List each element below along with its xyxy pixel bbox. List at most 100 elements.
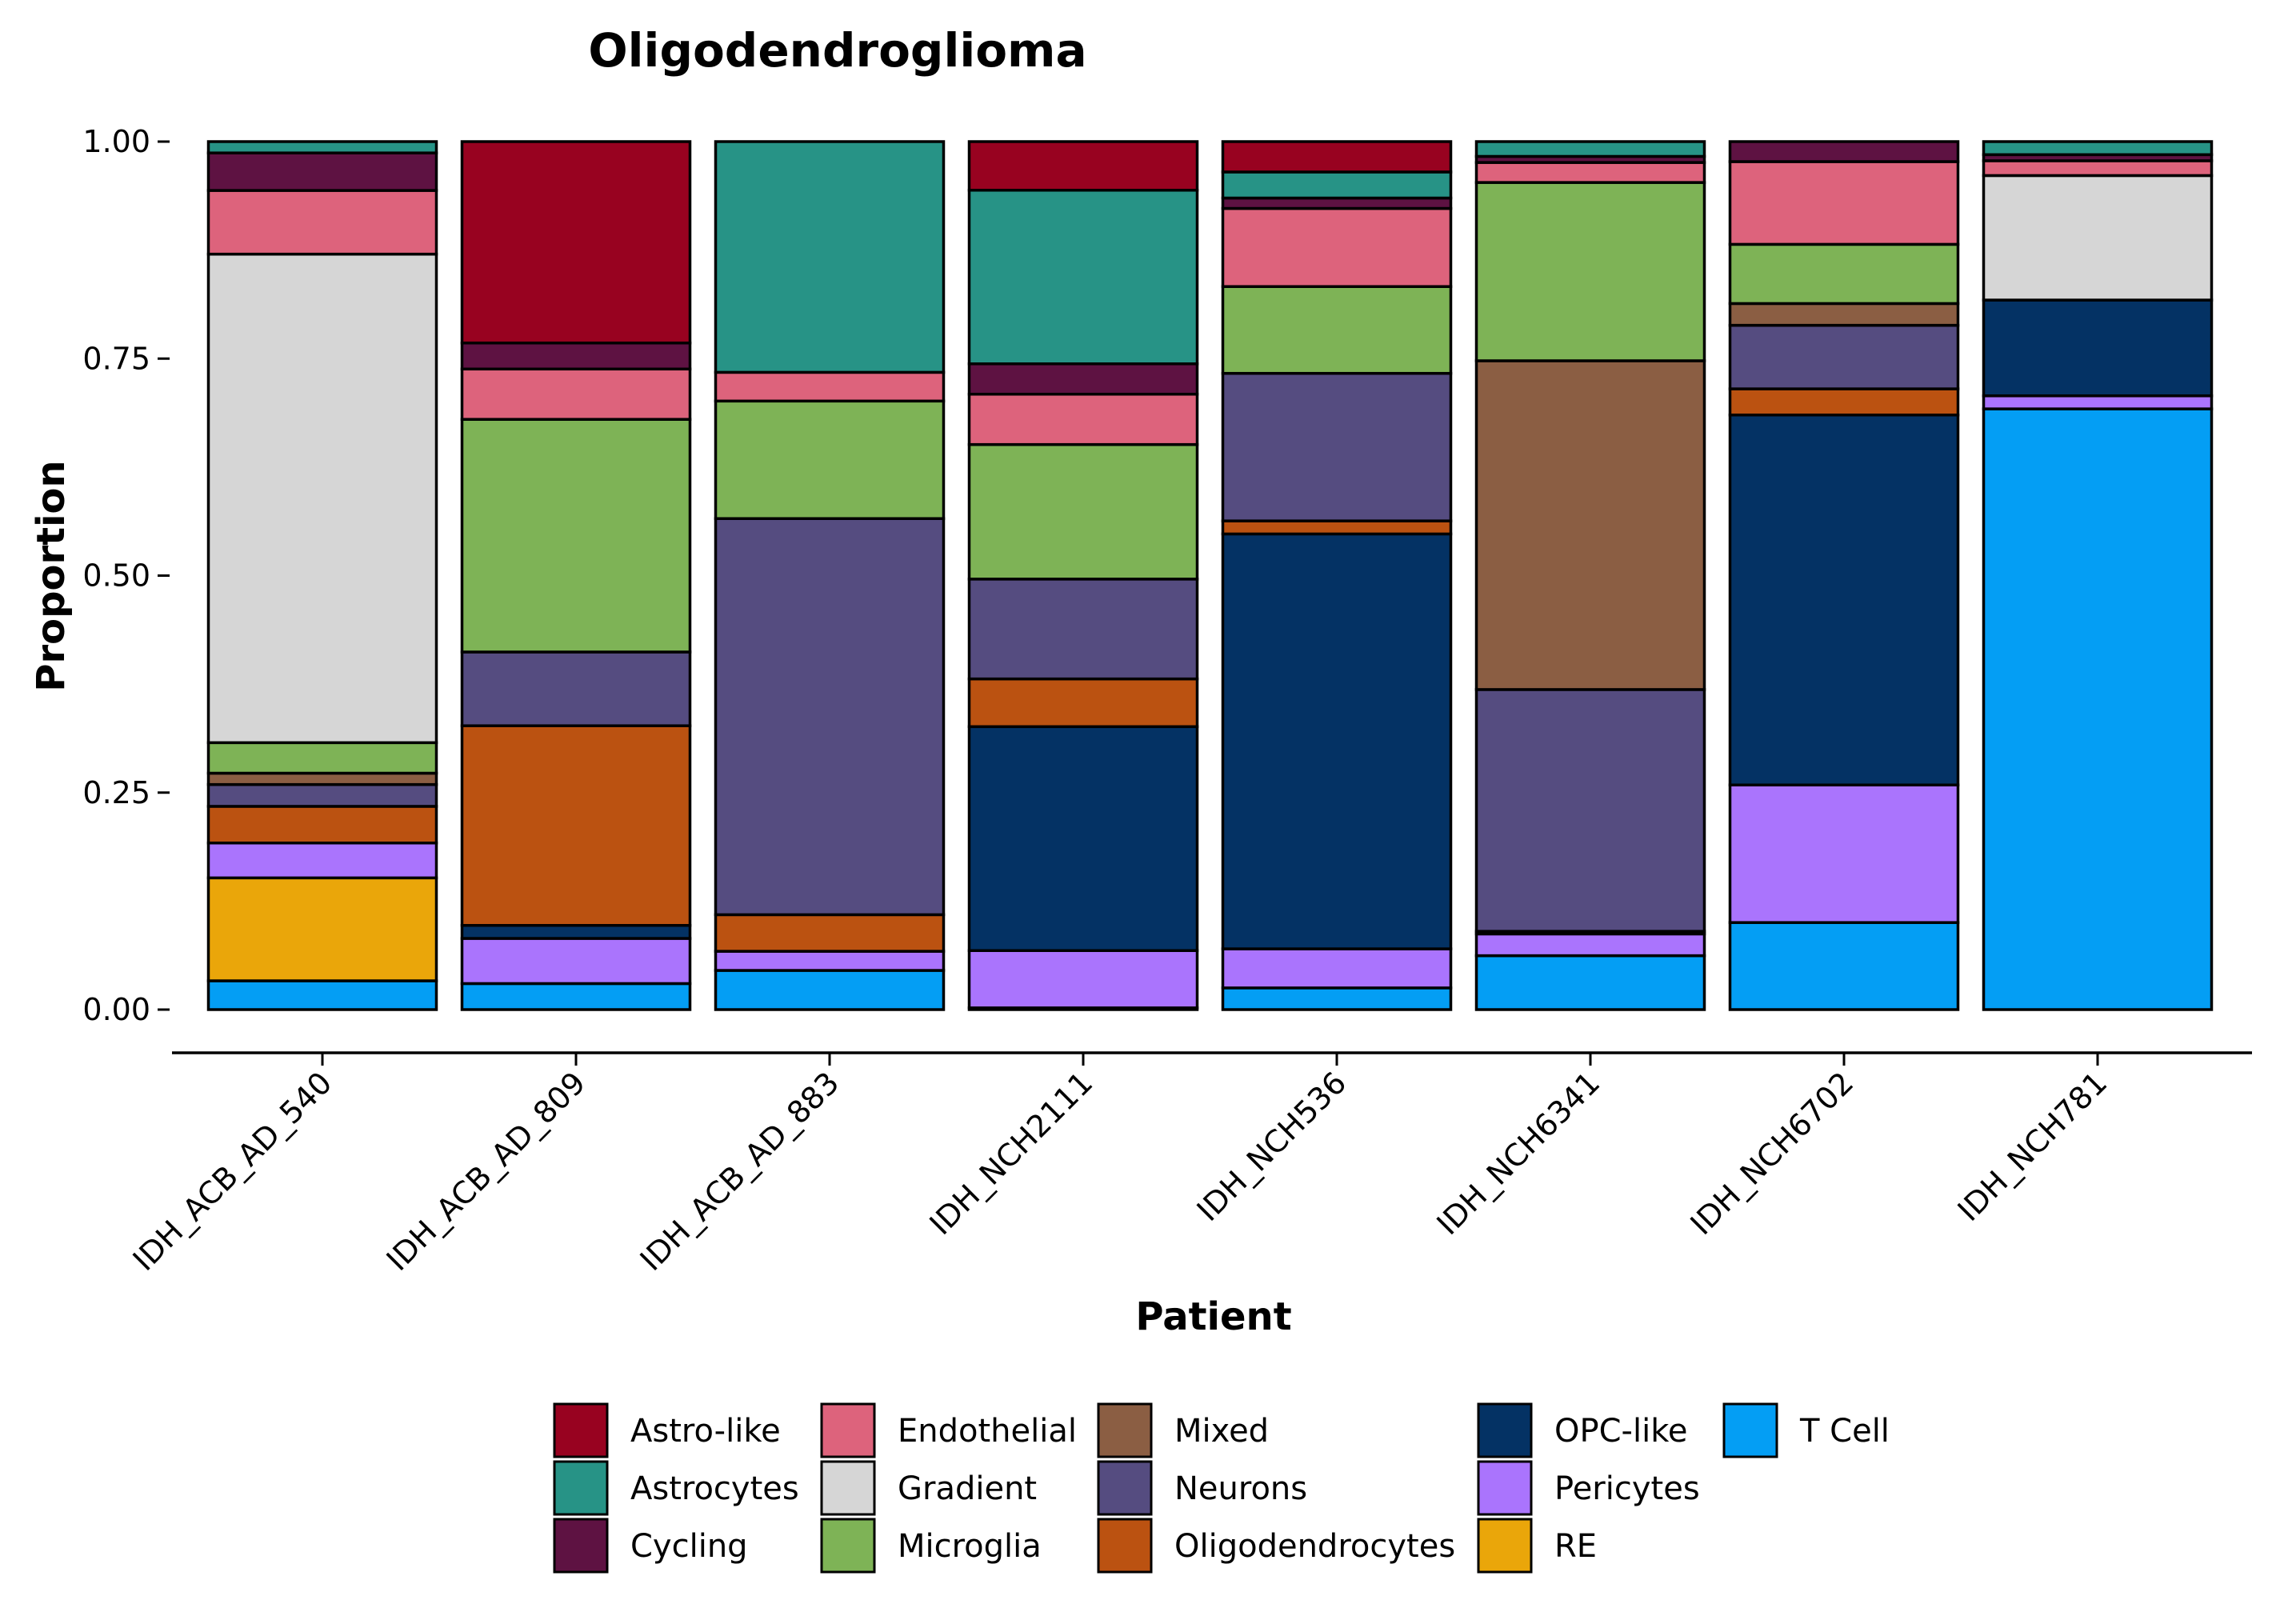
bar-segment-cycling (460, 341, 692, 371)
bar-segment-neurons (206, 782, 438, 808)
bar-segment-opc-like (1221, 532, 1453, 950)
bar-segment-neurons (1221, 371, 1453, 522)
bar-segment-astrocytes (206, 140, 438, 154)
bar-segment-endothelial (460, 367, 692, 421)
legend-swatch (1097, 1460, 1153, 1516)
legend-swatch (553, 1518, 609, 1574)
y-tick-label: 1.00 (82, 124, 150, 159)
bar-segment-astro-like (460, 140, 692, 345)
legend-label: Cycling (630, 1528, 748, 1565)
legend-item: Cycling (553, 1518, 748, 1574)
bar-segment-cycling (206, 151, 438, 192)
legend-swatch (553, 1460, 609, 1516)
bar-segment-astrocytes (714, 140, 946, 374)
legend-label: Mixed (1174, 1413, 1269, 1450)
legend-label: RE (1554, 1528, 1597, 1565)
legend-item: Gradient (820, 1460, 1037, 1516)
bar-segment-t-cell (1982, 407, 2214, 1011)
bar-segment-endothelial (1221, 206, 1453, 288)
bar-segment-neurons (460, 650, 692, 727)
bar-segment-endothelial (967, 392, 1199, 446)
legend-swatch (1097, 1402, 1153, 1458)
legend-item: RE (1477, 1518, 1597, 1574)
bar-segment-pericytes (206, 841, 438, 880)
bar-segment-t-cell (1221, 986, 1453, 1011)
bar-segment-oligodendrocytes (206, 805, 438, 845)
bar-segment-astro-like (967, 140, 1199, 192)
legend-label: OPC-like (1554, 1413, 1688, 1450)
x-tick-label: IDH_ACB_AD_540 (126, 1065, 339, 1278)
bar-segment-oligodendrocytes (967, 677, 1199, 729)
chart-title: Oligodendroglioma (588, 23, 1086, 78)
legend-label: Astrocytes (630, 1470, 799, 1507)
legend-swatch (1477, 1402, 1533, 1458)
legend-swatch (820, 1460, 876, 1516)
bar-segment-astrocytes (1221, 170, 1453, 200)
legend-label: Oligodendrocytes (1174, 1528, 1455, 1565)
bar-segment-opc-like (1728, 413, 1960, 786)
bar-segment-endothelial (1982, 159, 2214, 178)
bar-stack-IDH_ACB_AD_540 (206, 140, 438, 1011)
bar-segment-mixed (1474, 359, 1706, 691)
legend-label: Gradient (898, 1470, 1037, 1507)
bar-segment-oligodendrocytes (1728, 387, 1960, 417)
bar-segment-re (206, 876, 438, 982)
bar-segment-pericytes (967, 949, 1199, 1010)
bar-segment-oligodendrocytes (714, 913, 946, 953)
y-axis: 0.00 0.25 0.50 0.75 1.00 (82, 124, 170, 1027)
bar-segment-endothelial (206, 189, 438, 256)
bar-segment-t-cell (206, 979, 438, 1011)
bar-segment-microglia (1221, 285, 1453, 375)
bar-segment-astrocytes (1474, 140, 1706, 158)
bar-segment-pericytes (460, 937, 692, 986)
bar-segment-microglia (1474, 181, 1706, 362)
legend-item: T Cell (1722, 1402, 1890, 1458)
bar-stack-IDH_NCH536 (1221, 140, 1453, 1011)
bar-segment-microglia (714, 399, 946, 520)
bar-segment-oligodendrocytes (460, 724, 692, 927)
bar-segment-cycling (1728, 140, 1960, 163)
legend-item: Oligodendrocytes (1097, 1518, 1455, 1574)
bar-segment-endothelial (1474, 161, 1706, 184)
legend-item: Astrocytes (553, 1460, 799, 1516)
bar-stack-IDH_NCH2111 (967, 140, 1199, 1011)
legend-label: Astro-like (630, 1413, 781, 1450)
legend-label: Microglia (898, 1528, 1042, 1565)
y-axis-title: Proportion (29, 460, 74, 691)
x-tick-label: IDH_NCH6702 (1684, 1065, 1861, 1242)
legend-label: Endothelial (898, 1413, 1077, 1450)
bars-layer (206, 140, 2214, 1011)
bar-segment-neurons (714, 517, 946, 917)
bar-stack-IDH_ACB_AD_809 (460, 140, 692, 1011)
legend-swatch (1477, 1460, 1533, 1516)
legend-swatch (1477, 1518, 1533, 1574)
legend-swatch (820, 1518, 876, 1574)
bar-stack-IDH_NCH6341 (1474, 140, 1706, 1011)
bar-segment-pericytes (714, 950, 946, 972)
y-tick-label: 0.75 (82, 341, 150, 376)
legend-label: T Cell (1799, 1413, 1890, 1450)
bar-segment-endothelial (714, 370, 946, 403)
x-tick-label: IDH_ACB_AD_809 (380, 1065, 593, 1278)
legend-swatch (1722, 1402, 1778, 1458)
bar-segment-t-cell (1474, 954, 1706, 1011)
bar-segment-microglia (967, 442, 1199, 581)
x-tick-label: IDH_NCH2111 (923, 1065, 1100, 1242)
bar-segment-opc-like (967, 725, 1199, 952)
legend-item: OPC-like (1477, 1402, 1688, 1458)
x-tick-label: IDH_NCH536 (1190, 1065, 1354, 1228)
x-tick-label: IDH_ACB_AD_883 (634, 1065, 846, 1278)
legend-item: Astro-like (553, 1402, 781, 1458)
bar-segment-opc-like (1982, 298, 2214, 398)
x-tick-label: IDH_NCH6341 (1430, 1065, 1607, 1242)
bar-segment-pericytes (1728, 783, 1960, 924)
bar-segment-mixed (1728, 302, 1960, 327)
x-tick-label: IDH_NCH781 (1951, 1065, 2114, 1228)
x-axis: IDH_ACB_AD_540 IDH_ACB_AD_809 IDH_ACB_AD_8… (126, 1051, 2252, 1278)
bar-segment-neurons (1474, 688, 1706, 933)
bar-segment-t-cell (714, 969, 946, 1011)
bar-segment-pericytes (1474, 932, 1706, 958)
bar-segment-t-cell (1728, 921, 1960, 1011)
bar-segment-astro-like (1221, 140, 1453, 174)
